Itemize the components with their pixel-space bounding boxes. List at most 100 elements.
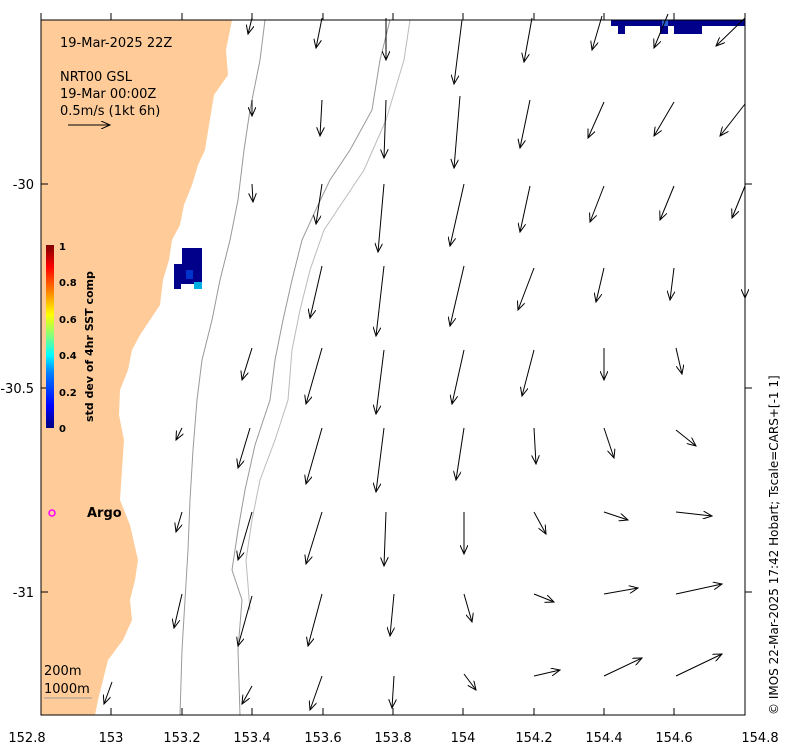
current-vector xyxy=(716,17,746,46)
current-vector xyxy=(732,185,746,218)
current-vector xyxy=(242,685,253,704)
current-vector xyxy=(533,593,554,602)
current-vector xyxy=(524,17,533,62)
current-vector xyxy=(306,511,323,564)
colorbar-tick: 0.4 xyxy=(59,351,77,362)
current-vector xyxy=(603,658,642,677)
current-vector xyxy=(675,347,682,374)
y-tick-labels: -30 -30.5 -31 xyxy=(0,178,34,601)
sst-patch-offshore xyxy=(611,20,745,34)
current-vector xyxy=(588,101,605,138)
colorbar-ticks: 1 0.8 0.6 0.4 0.2 0 xyxy=(59,242,77,435)
current-vector xyxy=(454,95,461,168)
current-vector xyxy=(238,595,253,646)
current-vector xyxy=(454,19,463,84)
current-vector xyxy=(660,185,675,220)
current-vector xyxy=(720,103,746,136)
y-tick-label: -30.5 xyxy=(0,382,34,397)
current-vector xyxy=(176,511,183,532)
current-vector xyxy=(384,511,386,566)
current-vector xyxy=(450,265,465,326)
current-vector xyxy=(463,593,472,622)
current-vector xyxy=(456,427,465,480)
current-vector xyxy=(174,593,183,628)
current-vectors xyxy=(104,13,746,710)
credit-label: © IMOS 22-Mar-2025 17:42 Hobart; Tscale=… xyxy=(767,375,781,715)
x-tick-label: 153.6 xyxy=(304,731,341,746)
current-vector xyxy=(520,99,531,148)
current-vector xyxy=(603,588,638,595)
contour-1000m-outer xyxy=(245,19,411,611)
product-label: NRT00 GSL xyxy=(60,70,133,85)
argo-float-marker xyxy=(48,509,56,517)
argo-label: Argo xyxy=(87,506,122,521)
current-vector xyxy=(378,183,385,252)
current-vector xyxy=(463,673,476,690)
current-vector xyxy=(376,265,385,336)
current-vector xyxy=(670,267,674,300)
current-vector xyxy=(310,265,323,318)
current-time-label: 19-Mar 00:00Z xyxy=(60,87,156,102)
current-vector xyxy=(238,511,253,560)
current-vector xyxy=(308,593,323,646)
current-vector xyxy=(522,349,535,396)
current-vector xyxy=(534,427,536,464)
sst-patch-coastal xyxy=(174,248,202,289)
current-vector xyxy=(176,427,182,440)
colorbar-tick: 1 xyxy=(59,242,66,253)
colorbar-tick: 0.8 xyxy=(59,278,77,289)
current-vector xyxy=(104,681,113,704)
timestamp-label: 19-Mar-2025 22Z xyxy=(60,36,172,51)
x-tick-label: 154.4 xyxy=(585,731,622,746)
colorbar-tick: 0 xyxy=(59,424,66,435)
x-tick-label: 154.2 xyxy=(515,731,552,746)
x-tick-label: 153.8 xyxy=(374,731,411,746)
current-vector xyxy=(306,347,323,404)
contour-200m xyxy=(179,19,266,716)
contour-1000m xyxy=(231,19,391,716)
colorbar-tick: 0.2 xyxy=(59,388,77,399)
x-tick-labels: 152.8 153 153.2 153.4 153.6 153.8 154 15… xyxy=(8,731,778,746)
current-vector xyxy=(390,593,394,636)
current-vector xyxy=(384,99,386,158)
current-vector xyxy=(248,17,252,34)
current-vector xyxy=(675,512,712,516)
current-vector xyxy=(452,349,465,404)
colorbar-tick: 0.6 xyxy=(59,315,77,326)
current-vector xyxy=(533,670,560,677)
current-vector xyxy=(675,654,722,677)
current-vector xyxy=(518,267,535,310)
current-vector xyxy=(376,349,385,414)
current-vector xyxy=(675,584,722,595)
x-tick-label: 154 xyxy=(451,731,476,746)
x-axis xyxy=(40,13,746,715)
current-vector xyxy=(238,427,251,468)
x-tick-label: 153.4 xyxy=(233,731,270,746)
scale-label: 0.5m/s (1kt 6h) xyxy=(60,104,160,119)
current-vector xyxy=(590,185,605,222)
x-tick-label: 154.8 xyxy=(741,731,778,746)
current-vector xyxy=(252,183,253,202)
y-tick-label: -30 xyxy=(13,178,34,193)
colorbar xyxy=(46,245,54,428)
current-vector xyxy=(603,427,614,458)
x-tick-label: 153 xyxy=(99,731,124,746)
current-vector xyxy=(242,347,253,380)
current-vector xyxy=(320,99,322,136)
current-vector xyxy=(603,511,628,520)
current-vector xyxy=(450,183,465,246)
current-vector xyxy=(654,101,675,136)
x-tick-label: 154.6 xyxy=(655,731,692,746)
current-vector xyxy=(316,183,323,224)
current-vector xyxy=(520,185,531,232)
current-vector xyxy=(675,429,696,446)
current-vector xyxy=(310,675,323,710)
current-vector xyxy=(592,15,603,50)
current-vector xyxy=(596,267,605,302)
current-vector xyxy=(316,17,323,48)
current-vector xyxy=(392,675,394,708)
current-vector xyxy=(533,511,546,534)
colorbar-label: std dev of 4hr SST comp xyxy=(83,271,96,422)
contour-1000m-label: 1000m xyxy=(44,682,90,697)
